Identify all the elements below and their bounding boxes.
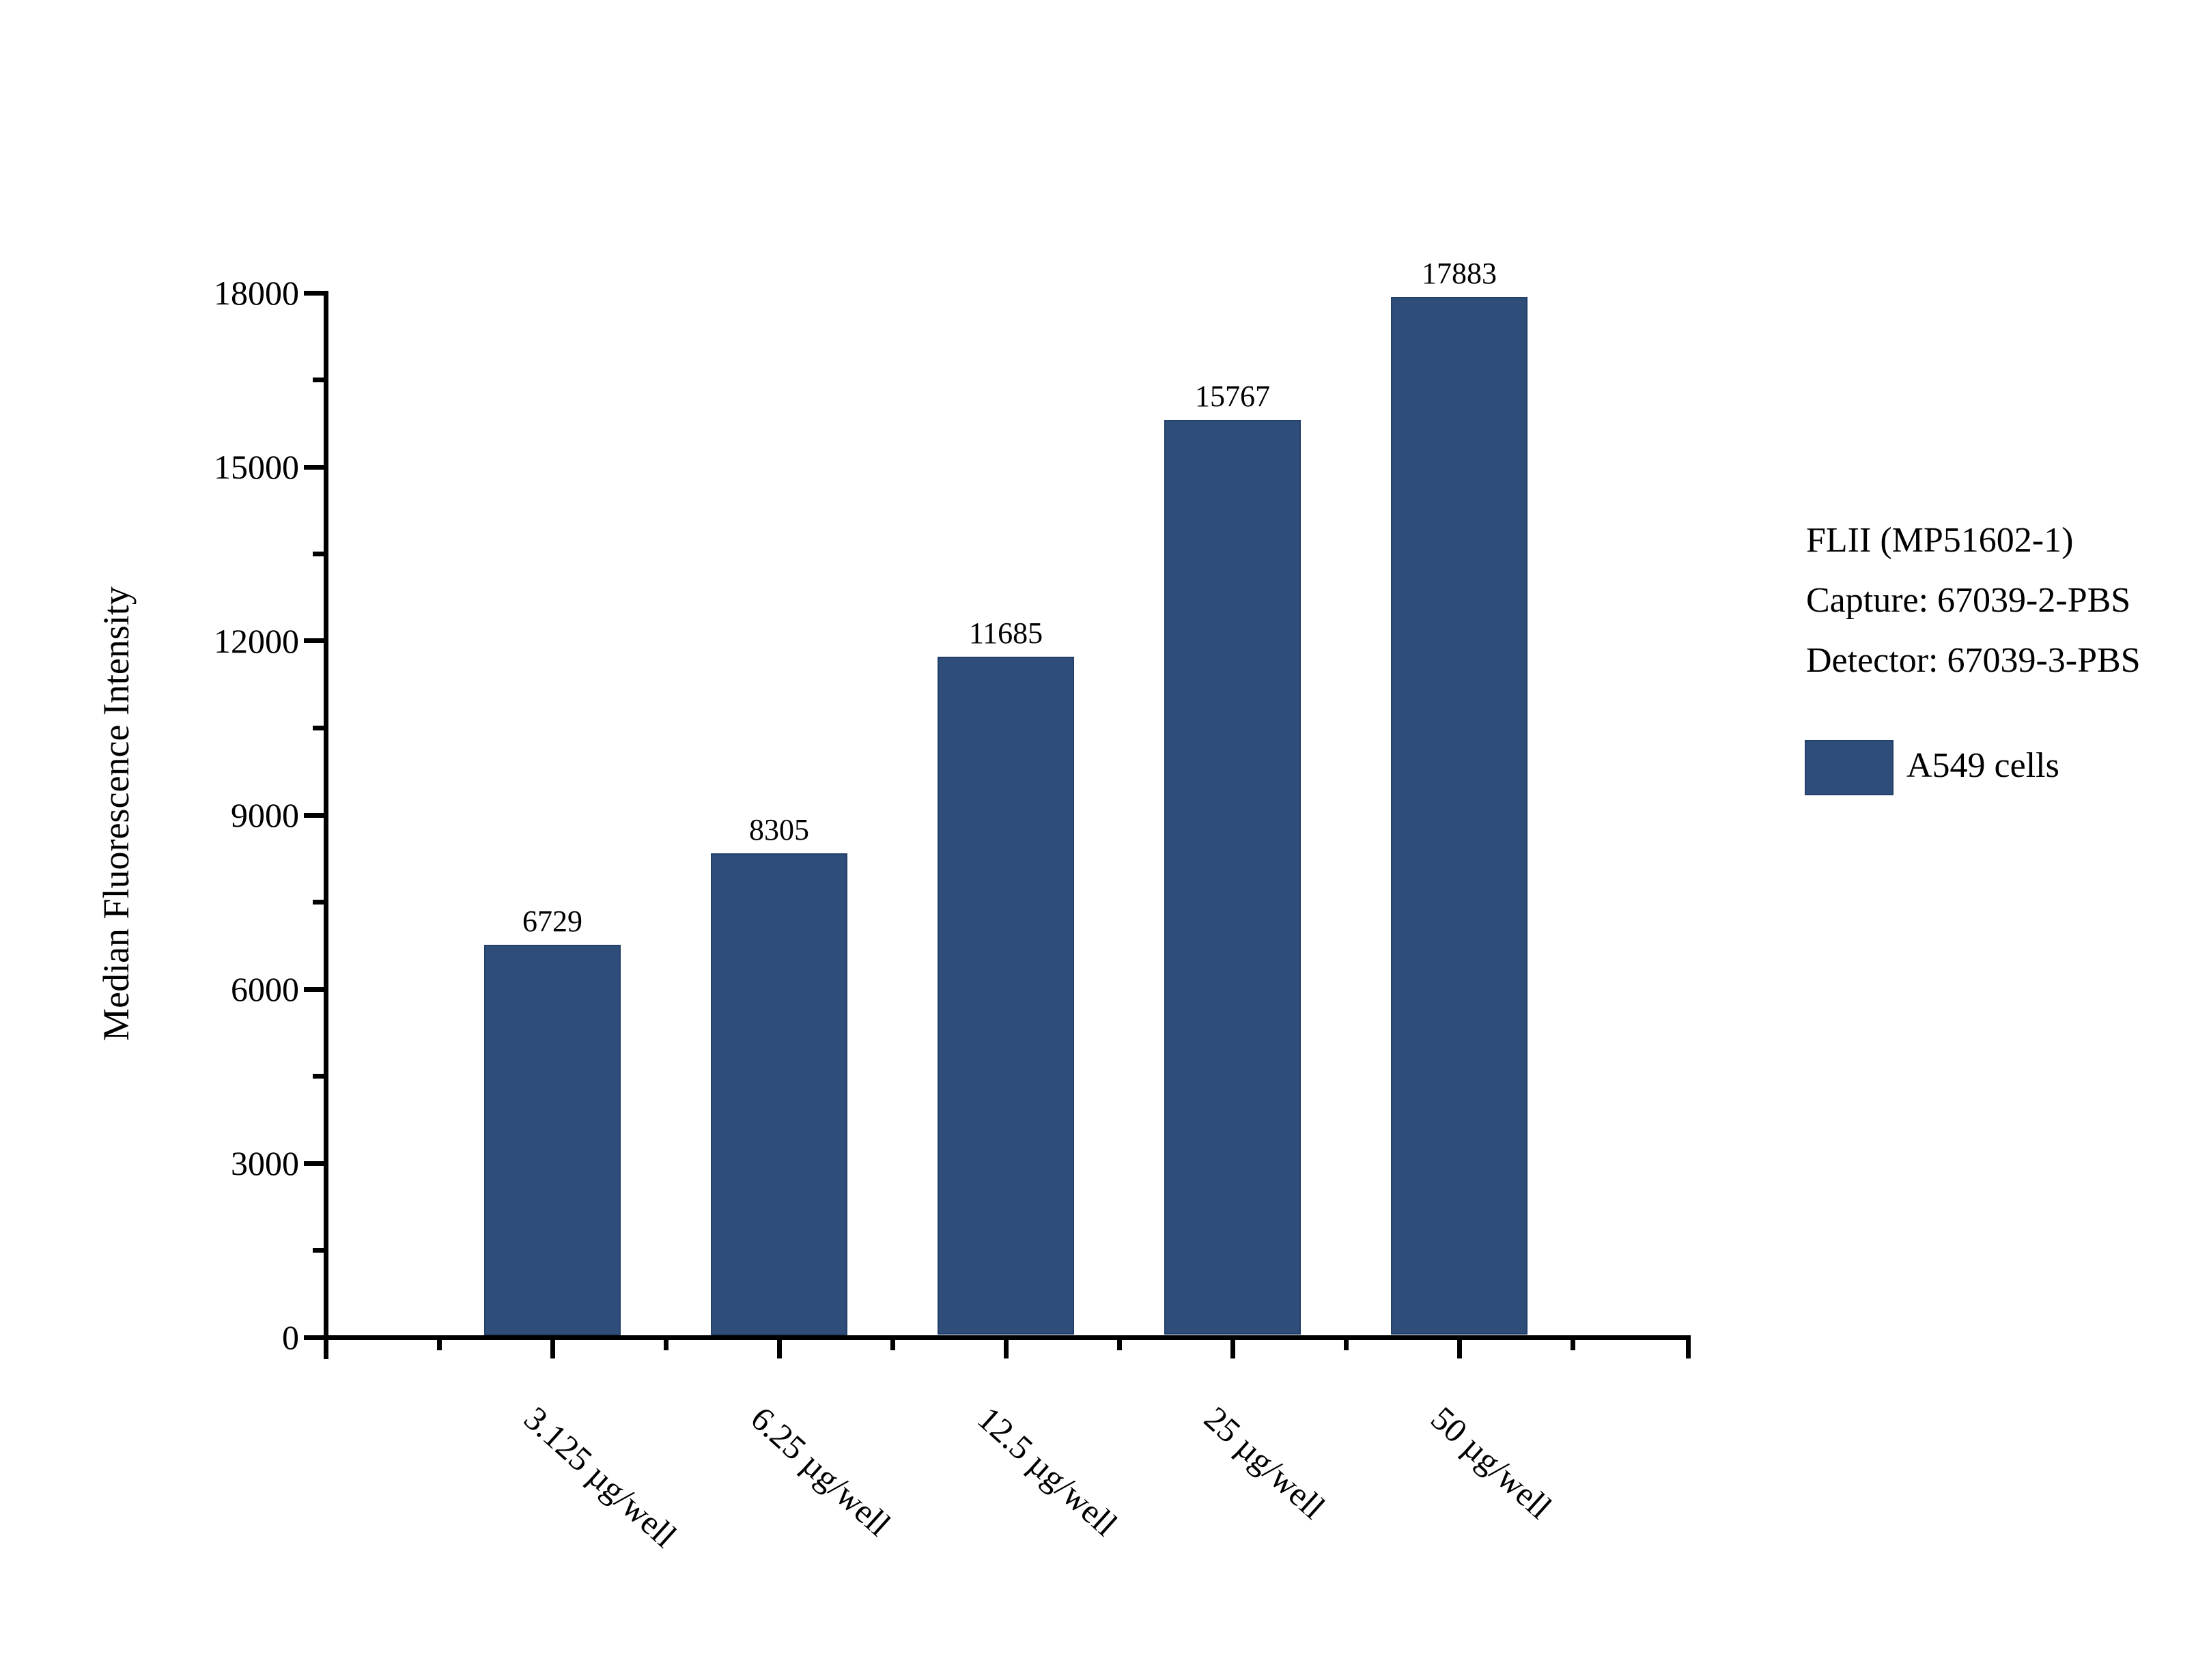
y-axis-tick-label: 3000 xyxy=(231,1144,299,1182)
y-axis-minor-tick xyxy=(313,552,324,556)
y-axis-major-tick xyxy=(304,813,324,818)
x-axis-category-label: 25 µg/well xyxy=(1197,1399,1333,1526)
x-axis-category-label: 50 µg/well xyxy=(1424,1399,1560,1526)
x-axis-minor-tick xyxy=(1571,1340,1575,1350)
x-axis-major-tick xyxy=(550,1340,555,1358)
y-axis-tick-label: 6000 xyxy=(231,970,299,1008)
annotation-block: FLII (MP51602-1) Capture: 67039-2-PBS De… xyxy=(1806,511,2141,691)
y-axis-minor-tick xyxy=(313,1074,324,1079)
y-axis-minor-tick xyxy=(313,378,324,382)
y-axis-minor-tick xyxy=(313,726,324,730)
y-axis-major-tick xyxy=(304,465,324,470)
annotation-line-capture: Capture: 67039-2-PBS xyxy=(1806,581,2131,620)
x-axis-major-tick xyxy=(1457,1340,1462,1358)
x-axis-line xyxy=(324,1335,1691,1340)
y-axis-line xyxy=(324,291,328,1359)
x-axis-category-label: 6.25 µg/well xyxy=(744,1399,899,1543)
x-axis-major-tick xyxy=(1004,1340,1009,1358)
y-axis-major-tick xyxy=(304,638,324,643)
bar xyxy=(1164,420,1301,1335)
bar-value-label: 15767 xyxy=(1195,380,1270,413)
bar-value-label: 17883 xyxy=(1422,257,1497,290)
y-axis-minor-tick xyxy=(313,900,324,905)
bar-value-label: 6729 xyxy=(522,905,582,938)
legend-swatch xyxy=(1805,740,1894,795)
bar xyxy=(1391,297,1528,1335)
y-axis-major-tick xyxy=(304,291,324,296)
legend-label: A549 cells xyxy=(1906,746,2059,785)
x-axis-minor-tick xyxy=(664,1340,668,1350)
y-axis-major-tick xyxy=(304,1335,324,1340)
y-axis-major-tick xyxy=(304,987,324,992)
y-axis-tick-label: 0 xyxy=(282,1318,299,1356)
x-axis-major-tick xyxy=(1230,1340,1235,1358)
x-axis-category-label: 3.125 µg/well xyxy=(517,1399,684,1555)
x-axis-minor-tick xyxy=(890,1340,895,1350)
bar xyxy=(711,853,847,1335)
y-axis-tick-label: 15000 xyxy=(214,448,299,486)
x-axis-major-tick xyxy=(777,1340,782,1358)
y-axis-minor-tick xyxy=(313,1248,324,1253)
y-axis-major-tick xyxy=(304,1161,324,1166)
annotation-line-target: FLII (MP51602-1) xyxy=(1806,521,2074,560)
x-axis-end-tick xyxy=(1686,1335,1691,1358)
y-axis-tick-label: 18000 xyxy=(214,274,299,312)
bar-value-label: 11685 xyxy=(968,616,1043,650)
bar xyxy=(484,945,621,1335)
bar xyxy=(938,657,1074,1335)
bar-value-label: 8305 xyxy=(749,813,809,846)
y-axis-tick-label: 9000 xyxy=(231,796,299,834)
x-axis-minor-tick xyxy=(1344,1340,1349,1350)
x-axis-minor-tick xyxy=(437,1340,442,1350)
annotation-line-detector: Detector: 67039-3-PBS xyxy=(1806,641,2141,680)
x-axis-minor-tick xyxy=(1117,1340,1122,1350)
y-axis-tick-label: 12000 xyxy=(214,622,299,660)
x-axis-category-label: 12.5 µg/well xyxy=(970,1399,1125,1543)
